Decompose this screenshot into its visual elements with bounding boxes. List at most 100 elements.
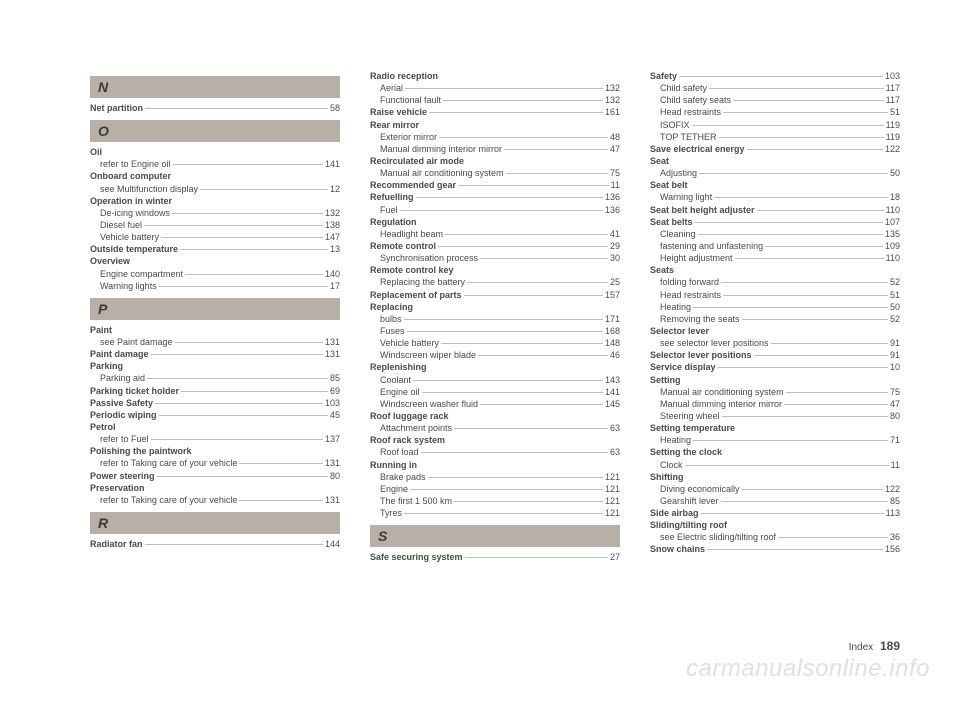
entry-label: Windscreen washer fluid xyxy=(370,398,478,410)
entry-label: Warning lights xyxy=(90,280,157,292)
leader-line xyxy=(765,246,883,247)
entry-label: Recirculated air mode xyxy=(370,155,464,167)
index-entry: see Multifunction display12 xyxy=(90,183,340,195)
entry-page: 132 xyxy=(605,94,620,106)
entry-page: 141 xyxy=(605,386,620,398)
leader-line xyxy=(159,286,328,287)
entry-page: 30 xyxy=(610,252,620,264)
index-entry: Regulation xyxy=(370,216,620,228)
entry-page: 121 xyxy=(605,483,620,495)
entry-label: Attachment points xyxy=(370,422,452,434)
entry-page: 29 xyxy=(610,240,620,252)
entry-page: 80 xyxy=(330,470,340,482)
index-entry: Seat belts107 xyxy=(650,216,900,228)
index-entry: Replacing the battery25 xyxy=(370,276,620,288)
leader-line xyxy=(441,343,603,344)
entry-page: 110 xyxy=(886,204,900,216)
entry-label: Running in xyxy=(370,459,417,471)
index-entry: Overview xyxy=(90,255,340,267)
index-entry: Onboard computer xyxy=(90,170,340,182)
entry-page: 25 xyxy=(610,276,620,288)
column-3: Safety103Child safety117Child safety sea… xyxy=(650,70,900,563)
entry-label: Remote control xyxy=(370,240,436,252)
entry-label: Vehicle battery xyxy=(90,231,159,243)
index-entry: Operation in winter xyxy=(90,195,340,207)
leader-line xyxy=(175,342,323,343)
leader-line xyxy=(707,549,883,550)
leader-line xyxy=(718,367,888,368)
leader-line xyxy=(413,380,603,381)
index-entry: Running in xyxy=(370,459,620,471)
entry-page: 143 xyxy=(605,374,620,386)
entry-label: Parking xyxy=(90,360,123,372)
leader-line xyxy=(504,149,608,150)
entry-page: 168 xyxy=(605,325,620,337)
section-header-p: P xyxy=(90,298,340,320)
entry-page: 48 xyxy=(610,131,620,143)
entry-label: Passive Safety xyxy=(90,397,153,409)
entry-label: Brake pads xyxy=(370,471,426,483)
entry-label: Diesel fuel xyxy=(90,219,142,231)
leader-line xyxy=(771,343,888,344)
index-entry: ISOFIX119 xyxy=(650,119,900,131)
entry-page: 119 xyxy=(886,131,900,143)
leader-line xyxy=(416,197,603,198)
entry-page: 109 xyxy=(885,240,900,252)
index-entry: Head restraints51 xyxy=(650,289,900,301)
leader-line xyxy=(429,112,603,113)
column-2: Radio receptionAerial132Functional fault… xyxy=(370,70,620,563)
index-entry: Safe securing system27 xyxy=(370,551,620,563)
entry-label: refer to Fuel xyxy=(90,433,149,445)
leader-line xyxy=(699,173,888,174)
entry-page: 107 xyxy=(885,216,900,228)
entry-label: Refuelling xyxy=(370,191,414,203)
leader-line xyxy=(722,416,888,417)
index-entry: Petrol xyxy=(90,421,340,433)
entry-label: Recommended gear xyxy=(370,179,456,191)
entry-page: 75 xyxy=(890,386,900,398)
index-entry: Seat belt height adjuster110 xyxy=(650,204,900,216)
entry-page: 136 xyxy=(605,204,620,216)
entry-label: Removing the seats xyxy=(650,313,740,325)
index-entry: Radio reception xyxy=(370,70,620,82)
index-entry: Height adjustment110 xyxy=(650,252,900,264)
entry-page: 91 xyxy=(890,337,900,349)
leader-line xyxy=(698,234,883,235)
leader-line xyxy=(757,210,884,211)
index-entry: Replacing xyxy=(370,301,620,313)
entry-page: 52 xyxy=(890,313,900,325)
leader-line xyxy=(721,282,888,283)
entry-label: Replacement of parts xyxy=(370,289,462,301)
entry-label: Manual dimming interior mirror xyxy=(370,143,502,155)
entry-page: 71 xyxy=(890,434,900,446)
leader-line xyxy=(185,274,323,275)
entry-label: Setting the clock xyxy=(650,446,722,458)
leader-line xyxy=(145,108,328,109)
entry-page: 136 xyxy=(605,191,620,203)
entry-label: see Multifunction display xyxy=(90,183,198,195)
leader-line xyxy=(180,249,328,250)
entry-label: Side airbag xyxy=(650,507,699,519)
leader-line xyxy=(173,164,323,165)
leader-line xyxy=(464,295,603,296)
entry-page: 11 xyxy=(611,179,620,191)
index-entry: Selector lever xyxy=(650,325,900,337)
index-entry: refer to Engine oil141 xyxy=(90,158,340,170)
index-entry: Parking xyxy=(90,360,340,372)
entry-page: 121 xyxy=(605,471,620,483)
section-header-s: S xyxy=(370,525,620,547)
index-entry: Head restraints51 xyxy=(650,106,900,118)
leader-line xyxy=(465,557,608,558)
entry-label: Child safety seats xyxy=(650,94,731,106)
leader-line xyxy=(719,137,884,138)
leader-line xyxy=(422,392,603,393)
entry-page: 13 xyxy=(330,243,340,255)
entry-label: Onboard computer xyxy=(90,170,171,182)
index-entry: Aerial132 xyxy=(370,82,620,94)
entry-label: see Paint damage xyxy=(90,336,173,348)
entry-page: 132 xyxy=(605,82,620,94)
entry-label: Height adjustment xyxy=(650,252,733,264)
entry-label: Parking aid xyxy=(90,372,145,384)
leader-line xyxy=(733,100,884,101)
index-entry: Adjusting50 xyxy=(650,167,900,179)
